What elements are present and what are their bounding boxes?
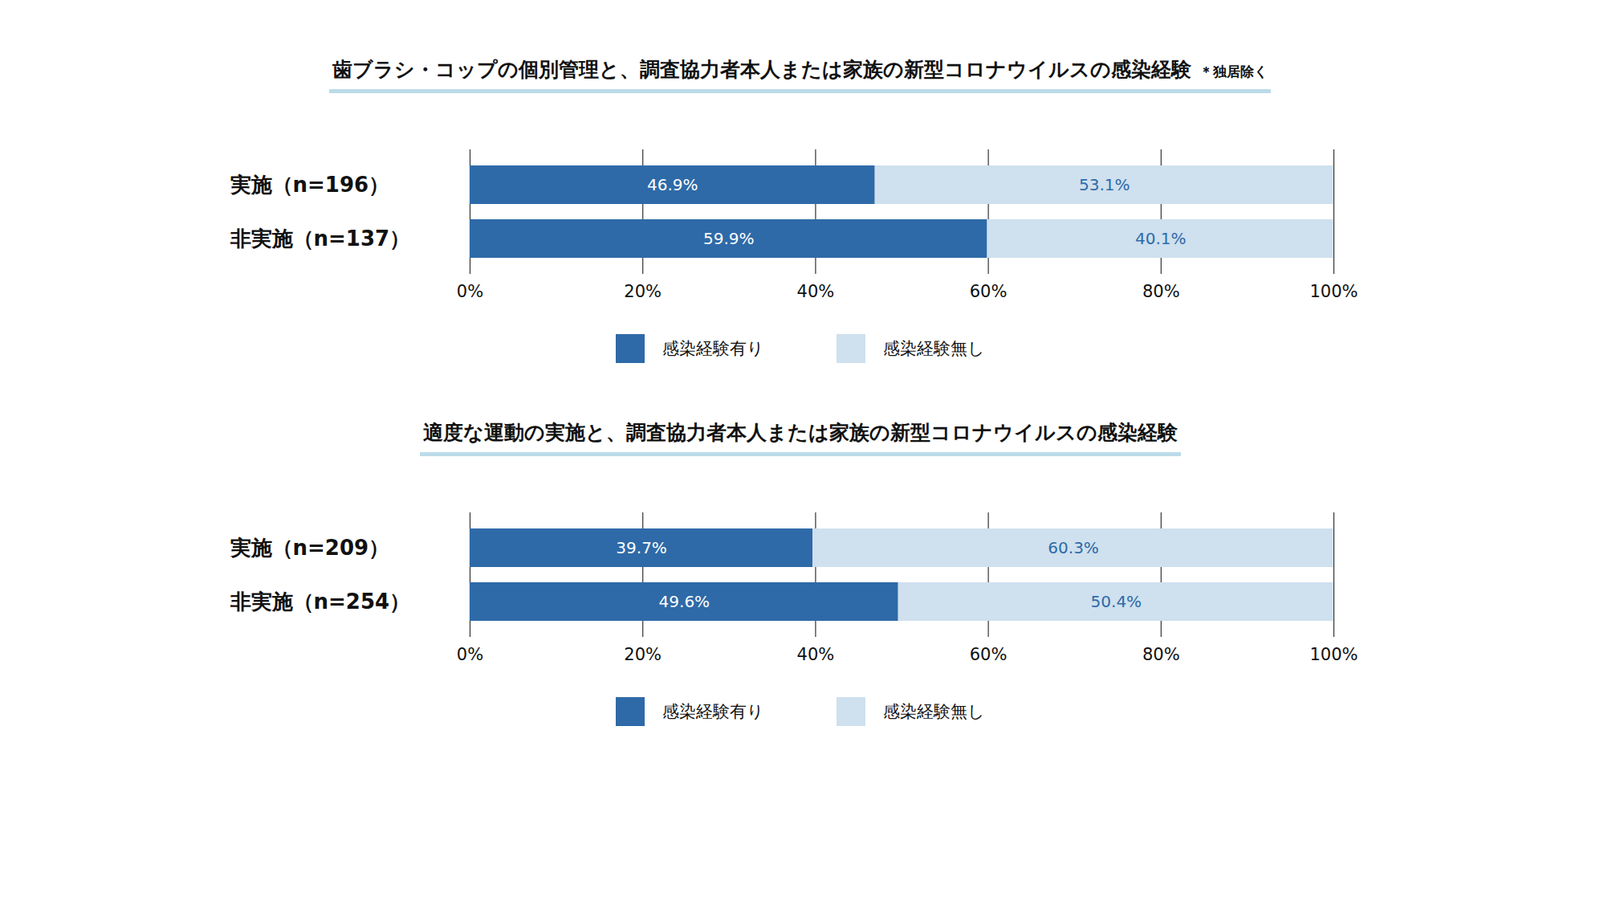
svg-text:非実施（n=254）: 非実施（n=254） xyxy=(229,589,412,614)
svg-text:60%: 60% xyxy=(969,644,1008,664)
svg-text:40.1%: 40.1% xyxy=(1135,228,1187,249)
svg-text:80%: 80% xyxy=(1142,281,1181,302)
html-text:感染経験有り: 感染経験有り xyxy=(661,338,764,359)
svg-text:40%: 40% xyxy=(797,281,835,302)
html-text:感染経験無し: 感染経験無し xyxy=(882,338,985,359)
svg-text:59.9%: 59.9% xyxy=(703,228,755,249)
svg-text:非実施（n=137）: 非実施（n=137） xyxy=(229,226,412,251)
svg-text:0%: 0% xyxy=(456,644,484,664)
svg-text:実施（n=209）: 実施（n=209） xyxy=(229,535,391,560)
svg-text:実施（n=196）: 実施（n=196） xyxy=(229,172,391,197)
svg-text:20%: 20% xyxy=(623,644,662,664)
svg-text:20%: 20% xyxy=(623,281,662,302)
svg-text:60%: 60% xyxy=(969,281,1008,302)
svg-text:80%: 80% xyxy=(1142,644,1181,664)
html-text:歯ブラシ・コップの個別管理と、調査協力者本人または家族の新型: 歯ブラシ・コップの個別管理と、調査協力者本人または家族の新型コロナウイルスの感染… xyxy=(332,57,1268,82)
svg-text:46.9%: 46.9% xyxy=(647,175,699,195)
svg-text:0%: 0% xyxy=(456,281,484,302)
svg-text:53.1%: 53.1% xyxy=(1078,175,1131,195)
html-text:感染経験無し: 感染経験無し xyxy=(882,701,985,721)
svg-text:50.4%: 50.4% xyxy=(1091,591,1143,611)
svg-text:39.7%: 39.7% xyxy=(615,537,668,558)
html-text:感染経験有り: 感染経験有り xyxy=(661,701,764,721)
svg-text:60.3%: 60.3% xyxy=(1047,537,1100,558)
svg-text:100%: 100% xyxy=(1309,281,1358,302)
svg-text:40%: 40% xyxy=(797,644,835,664)
svg-text:100%: 100% xyxy=(1309,644,1358,664)
html-text:適度な運動の実施と、調査協力者本人または家族の新型コロナウイ: 適度な運動の実施と、調査協力者本人または家族の新型コロナウイルスの感染経験 xyxy=(422,420,1178,444)
svg-text:49.6%: 49.6% xyxy=(659,591,711,611)
